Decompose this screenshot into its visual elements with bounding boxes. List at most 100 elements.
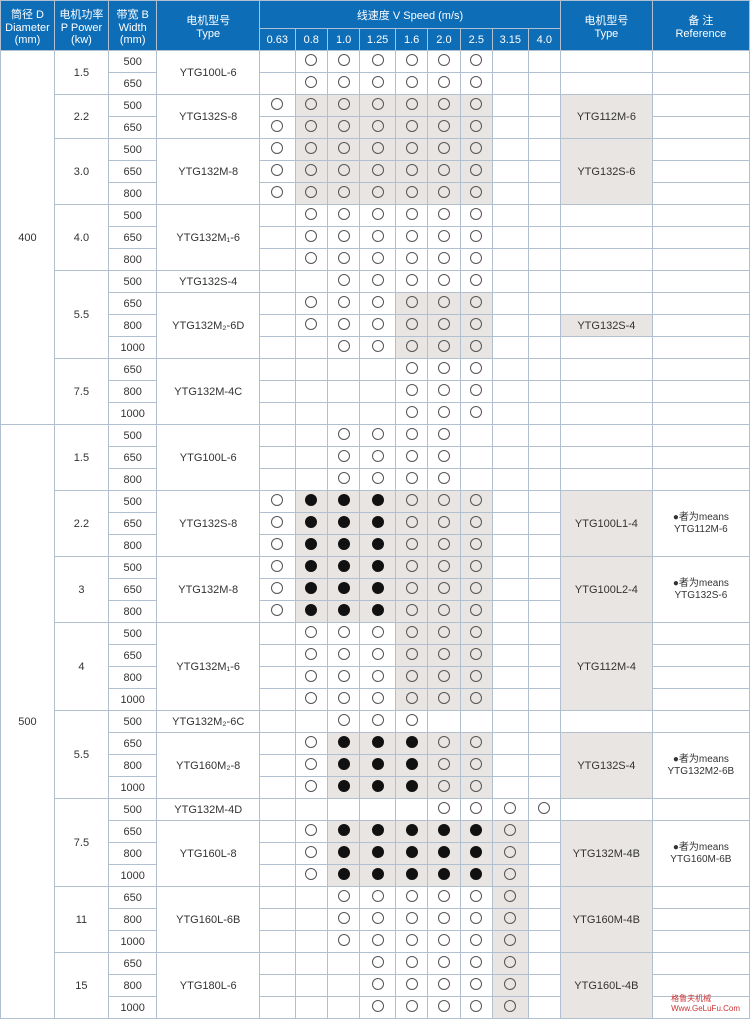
cell-speed — [428, 887, 460, 909]
cell-type2: YTG160M-4B — [561, 887, 653, 953]
cell-speed — [528, 799, 560, 821]
cell-speed — [528, 865, 560, 887]
cell-speed — [360, 117, 396, 139]
cell-speed — [327, 711, 359, 733]
open-circle-icon — [406, 912, 418, 924]
cell-speed — [528, 513, 560, 535]
open-circle-icon — [305, 142, 317, 154]
open-circle-icon — [372, 956, 384, 968]
cell-speed — [492, 997, 528, 1019]
open-circle-icon — [305, 780, 317, 792]
open-circle-icon — [338, 318, 350, 330]
cell-speed — [528, 227, 560, 249]
open-circle-icon — [372, 978, 384, 990]
open-circle-icon — [438, 626, 450, 638]
open-circle-icon — [438, 384, 450, 396]
cell-speed — [460, 425, 492, 447]
cell-speed — [295, 447, 327, 469]
open-circle-icon — [470, 340, 482, 352]
open-circle-icon — [438, 362, 450, 374]
cell-speed — [492, 821, 528, 843]
cell-type2-empty — [561, 249, 653, 271]
cell-speed — [428, 667, 460, 689]
cell-speed — [295, 469, 327, 491]
cell-speed — [259, 491, 295, 513]
cell-speed — [259, 799, 295, 821]
open-circle-icon — [338, 450, 350, 462]
cell-speed — [327, 205, 359, 227]
cell-speed — [360, 711, 396, 733]
open-circle-icon — [438, 54, 450, 66]
cell-speed — [327, 447, 359, 469]
cell-speed — [492, 425, 528, 447]
cell-power: 4.0 — [54, 205, 108, 271]
cell-width: 800 — [108, 975, 157, 997]
open-circle-icon — [372, 912, 384, 924]
cell-speed — [360, 733, 396, 755]
open-circle-icon — [470, 318, 482, 330]
open-circle-icon — [338, 274, 350, 286]
cell-speed — [360, 161, 396, 183]
open-circle-icon — [406, 692, 418, 704]
cell-speed — [259, 359, 295, 381]
cell-type2-empty — [561, 447, 653, 469]
cell-speed — [327, 953, 359, 975]
cell-speed — [360, 997, 396, 1019]
filled-circle-icon — [372, 736, 384, 748]
cell-width: 650 — [108, 887, 157, 909]
cell-width: 650 — [108, 117, 157, 139]
cell-speed — [395, 183, 427, 205]
cell-speed — [460, 249, 492, 271]
open-circle-icon — [438, 538, 450, 550]
h-speed-col: 0.63 — [259, 29, 295, 51]
cell-speed — [360, 183, 396, 205]
cell-speed — [460, 931, 492, 953]
open-circle-icon — [470, 670, 482, 682]
cell-speed — [259, 271, 295, 293]
open-circle-icon — [406, 582, 418, 594]
open-circle-icon — [438, 494, 450, 506]
open-circle-icon — [338, 472, 350, 484]
cell-speed — [395, 667, 427, 689]
h-type2: 电机型号Type — [561, 1, 653, 51]
cell-type2-empty — [561, 381, 653, 403]
cell-speed — [259, 909, 295, 931]
cell-speed — [360, 447, 396, 469]
filled-circle-icon — [338, 736, 350, 748]
open-circle-icon — [470, 934, 482, 946]
cell-type2-empty — [561, 359, 653, 381]
cell-width: 800 — [108, 667, 157, 689]
open-circle-icon — [406, 956, 418, 968]
table-row: 1000 — [1, 337, 750, 359]
cell-speed — [428, 205, 460, 227]
cell-speed — [492, 667, 528, 689]
cell-speed — [360, 315, 396, 337]
open-circle-icon — [305, 824, 317, 836]
cell-speed — [360, 337, 396, 359]
open-circle-icon — [271, 494, 283, 506]
cell-speed — [428, 425, 460, 447]
cell-speed — [360, 469, 396, 491]
cell-speed — [492, 887, 528, 909]
cell-speed — [395, 777, 427, 799]
cell-speed — [460, 469, 492, 491]
cell-speed — [327, 161, 359, 183]
cell-speed — [428, 183, 460, 205]
cell-speed — [327, 997, 359, 1019]
cell-speed — [360, 491, 396, 513]
open-circle-icon — [338, 648, 350, 660]
open-circle-icon — [406, 978, 418, 990]
cell-speed — [259, 579, 295, 601]
cell-speed — [492, 513, 528, 535]
cell-speed — [259, 535, 295, 557]
cell-type1: YTG160L-8 — [157, 821, 260, 887]
open-circle-icon — [470, 582, 482, 594]
cell-speed — [360, 359, 396, 381]
cell-speed — [360, 645, 396, 667]
open-circle-icon — [372, 296, 384, 308]
cell-speed — [360, 953, 396, 975]
cell-speed — [327, 227, 359, 249]
cell-speed — [360, 271, 396, 293]
cell-speed — [528, 843, 560, 865]
cell-speed — [428, 51, 460, 73]
